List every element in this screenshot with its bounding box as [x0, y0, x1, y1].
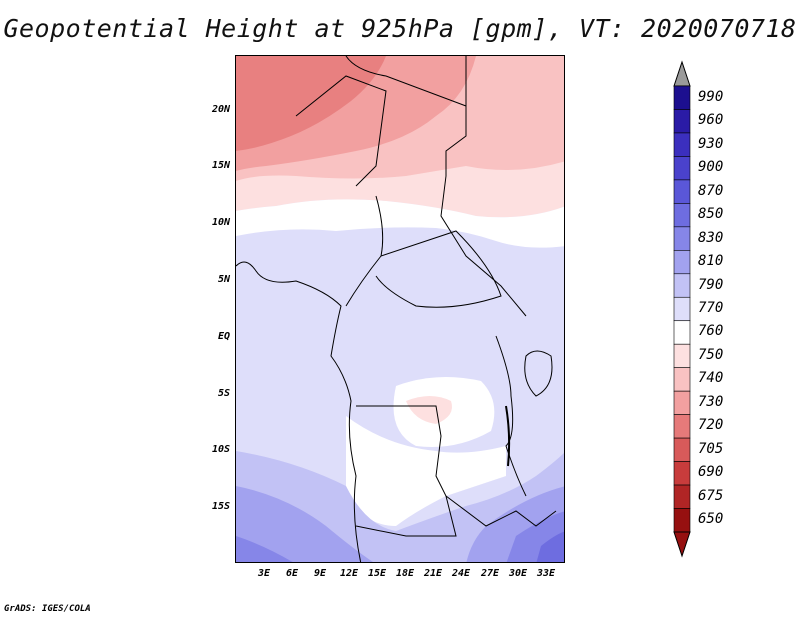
colorbar-label-760: 760 [698, 323, 723, 339]
colorbar-label-900: 900 [698, 159, 723, 175]
colorbar-label-790: 790 [698, 277, 723, 293]
lat-label-5s: 5S [200, 388, 230, 399]
colorbar-cell-675 [674, 485, 690, 508]
colorbar-cell-870 [674, 180, 690, 203]
colorbar-label-740: 740 [698, 370, 723, 386]
lat-label-10n: 10N [200, 217, 230, 228]
lat-label-20n: 20N [200, 104, 230, 115]
grads-credit: GrADS: IGES/COLA [4, 604, 91, 614]
colorbar-label-870: 870 [698, 183, 723, 199]
chart-title: Geopotential Height at 925hPa [gpm], VT:… [0, 14, 800, 43]
lon-label-12e: 12E [336, 568, 362, 579]
colorbar-cells [674, 86, 690, 532]
colorbar-label-720: 720 [698, 417, 723, 433]
colorbar-cell-750 [674, 344, 690, 367]
colorbar-top-arrow [674, 62, 690, 86]
colorbar-label-705: 705 [698, 441, 723, 457]
lon-label-6e: 6E [279, 568, 305, 579]
colorbar-label-730: 730 [698, 394, 723, 410]
colorbar-cell-760 [674, 321, 690, 344]
lat-label-15s: 15S [200, 501, 230, 512]
lat-label-eq: EQ [200, 331, 230, 342]
colorbar-cell-650 [674, 509, 690, 532]
lat-label-15n: 15N [200, 160, 230, 171]
colorbar-label-850: 850 [698, 206, 723, 222]
colorbar-cell-730 [674, 391, 690, 414]
colorbar-label-830: 830 [698, 230, 723, 246]
colorbar-label-770: 770 [698, 300, 723, 316]
colorbar-label-990: 990 [698, 89, 723, 105]
colorbar-label-810: 810 [698, 253, 723, 269]
colorbar-label-930: 930 [698, 136, 723, 152]
colorbar-cell-790 [674, 274, 690, 297]
colorbar-cell-830 [674, 227, 690, 250]
colorbar-cell-690 [674, 462, 690, 485]
colorbar-cell-900 [674, 156, 690, 179]
lon-label-3e: 3E [251, 568, 277, 579]
colorbar-cell-960 [674, 109, 690, 132]
lon-label-15e: 15E [364, 568, 390, 579]
height-field-map [236, 56, 565, 563]
lat-label-10s: 10S [200, 444, 230, 455]
colorbar-cell-740 [674, 368, 690, 391]
colorbar-cell-720 [674, 415, 690, 438]
colorbar-cell-705 [674, 438, 690, 461]
lon-label-33e: 33E [533, 568, 559, 579]
lon-label-30e: 30E [505, 568, 531, 579]
colorbar-cell-810 [674, 250, 690, 273]
colorbar-label-960: 960 [698, 112, 723, 128]
colorbar-cell-850 [674, 203, 690, 226]
colorbar-label-750: 750 [698, 347, 723, 363]
map-panel [235, 55, 565, 563]
colorbar-label-650: 650 [698, 511, 723, 527]
colorbar-bottom-arrow [674, 532, 690, 556]
lon-label-18e: 18E [392, 568, 418, 579]
colorbar-label-690: 690 [698, 464, 723, 480]
colorbar-cell-930 [674, 133, 690, 156]
lon-label-9e: 9E [307, 568, 333, 579]
lon-label-24e: 24E [448, 568, 474, 579]
lon-label-27e: 27E [477, 568, 503, 579]
colorbar-label-675: 675 [698, 488, 723, 504]
lat-label-5n: 5N [200, 274, 230, 285]
colorbar-cell-770 [674, 297, 690, 320]
lon-label-21e: 21E [420, 568, 446, 579]
colorbar-cell-990 [674, 86, 690, 109]
colorbar [672, 60, 692, 558]
